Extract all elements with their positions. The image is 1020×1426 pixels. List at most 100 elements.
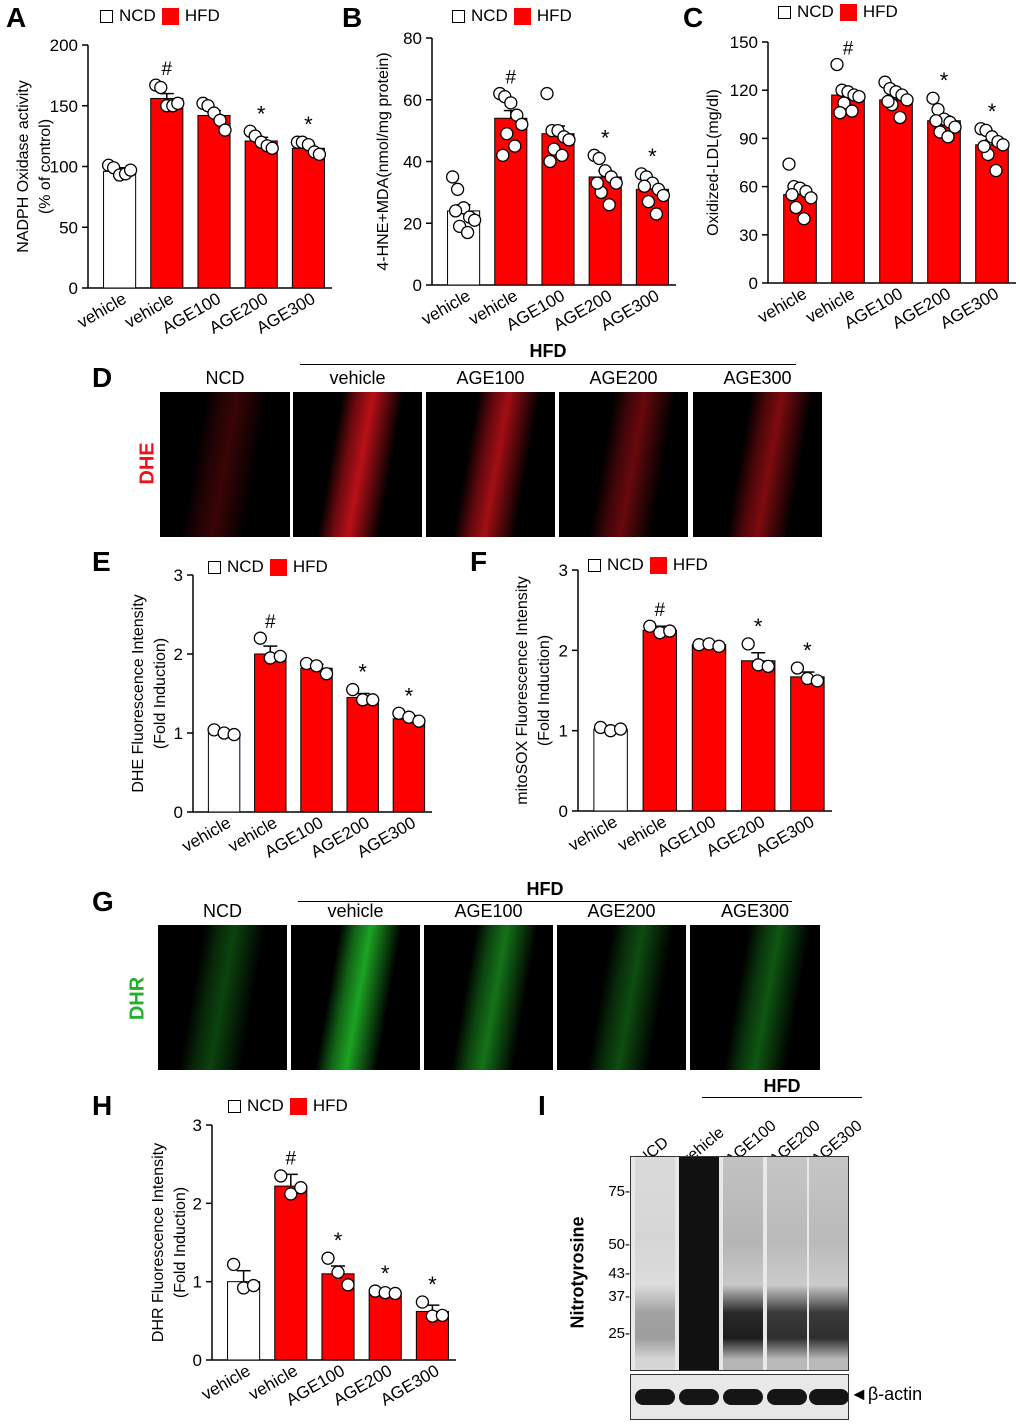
y-axis-label: Oxidized-LDL(mg/dl) [705,89,722,236]
significance-marker: * [257,101,266,126]
y-tick-label: 60 [403,91,422,110]
mw-marker: 37- [608,1288,630,1305]
data-point [448,204,463,218]
x-tick-label: vehicle [74,289,129,332]
data-point [435,1308,450,1322]
data-point [273,649,287,664]
bar [593,728,628,812]
y-tick-label: 50 [59,218,78,237]
actin-band [723,1389,763,1405]
data-point [496,148,510,162]
legend-ncd: NCD [119,6,156,25]
y-tick-label: 90 [739,129,758,148]
data-point [881,94,895,109]
data-point [797,212,811,226]
data-point [253,631,267,645]
data-point [761,659,775,674]
bar [927,120,961,284]
actin-band [635,1389,675,1405]
y-axis-label: DHE Fluorescence Intensity [130,594,147,792]
mw-marker: 25- [608,1325,630,1342]
panel-label-c: C [683,2,704,33]
y-tick-label: 200 [50,36,78,55]
legend-c: NCD HFD [778,2,898,22]
blot-lane [723,1157,763,1370]
significance-marker: * [940,68,949,93]
column-label: AGE300 [723,368,792,388]
significance-marker: * [358,660,367,685]
chart-h: 0 1 2 3 DHR Fluorescence Intensity (Fold Indu… [150,1116,456,1410]
significance-marker: # [843,38,854,59]
y-tick-label: 1 [174,724,183,743]
micrograph-age100 [426,392,555,537]
legend-ncd: NCD [247,1096,284,1115]
actin-band [679,1389,719,1405]
data-point [341,1278,355,1292]
significance-marker: * [381,1261,390,1286]
y-tick-label: 1 [559,722,568,741]
bar [790,676,825,812]
y-tick-label: 2 [174,645,183,664]
nitrotyrosine-blot [630,1156,849,1371]
legend-e: NCD HFD [208,557,328,577]
data-point [218,123,232,137]
data-point [346,682,360,697]
y-axis-label: (Fold Induction) [172,1187,189,1298]
data-point [309,659,324,673]
ncd-swatch [208,560,221,574]
column-label: vehicle [327,901,384,921]
data-point [592,151,606,166]
data-point [171,96,185,110]
data-point [845,104,859,118]
blot-lane [767,1157,807,1370]
hfd-swatch [649,556,667,574]
y-tick-label: 0 [174,803,183,822]
bar [392,718,426,813]
dhr-label: DHR [126,976,149,1021]
data-point [833,106,847,120]
hfd-swatch [289,1097,307,1115]
legend-ncd: NCD [797,2,834,21]
blot-lane [809,1157,848,1370]
data-point [543,154,557,169]
ncd-swatch [100,9,113,23]
legend-ncd: NCD [471,6,508,25]
legend-b: NCD HFD [452,6,572,26]
significance-marker: # [655,600,666,621]
data-point [412,714,426,728]
data-point [415,1295,430,1309]
micrograph-age300 [690,925,820,1070]
chart-f: 0 1 2 3 mitoSOX Fluorescence Intensity (Fold … [514,561,832,861]
data-point [123,163,138,177]
data-point [226,1257,241,1272]
data-point [508,139,522,153]
bar [227,1281,261,1361]
data-point [515,117,529,132]
y-tick-label: 100 [50,158,78,177]
data-point [284,1187,298,1201]
data-point [388,1286,402,1301]
data-point [789,200,803,215]
significance-marker: * [803,638,812,663]
data-point [804,191,818,205]
data-point [782,157,796,171]
hfd-swatch [161,7,179,25]
y-tick-label: 150 [730,33,758,52]
y-axis-label: NADPH Oxidase activity [15,80,32,253]
bar [207,732,241,813]
legend-a: NCD HFD [100,6,220,26]
bar [244,140,278,289]
legend-hfd: HFD [292,557,328,576]
data-point [246,1278,261,1293]
data-point [830,57,844,72]
bar [291,147,325,289]
y-tick-label: 3 [559,561,568,580]
data-point [900,93,914,107]
data-point [941,130,955,144]
panel-label-a: A [6,2,27,33]
significance-marker: * [648,144,657,169]
y-tick-label: 0 [69,279,78,298]
bar [103,170,137,289]
panel-label-e: E [92,546,111,577]
data-point [996,138,1010,152]
